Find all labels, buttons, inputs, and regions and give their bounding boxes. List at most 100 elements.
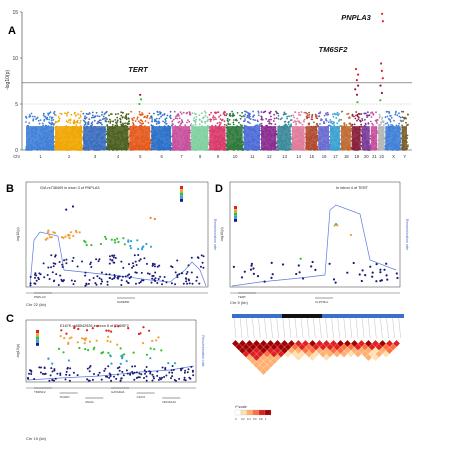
x-tick-label: 7 bbox=[180, 154, 183, 159]
snp-point bbox=[69, 122, 72, 124]
ld-point bbox=[295, 272, 298, 276]
snp-point bbox=[162, 120, 165, 123]
snp-point bbox=[296, 117, 299, 120]
ld-point bbox=[180, 369, 183, 372]
ld-point bbox=[90, 244, 93, 247]
ld-point bbox=[34, 273, 36, 276]
snp-point bbox=[36, 116, 39, 119]
snp-point bbox=[66, 114, 68, 117]
ld-point bbox=[88, 366, 91, 369]
gene-name: NDUFA13 bbox=[162, 400, 176, 404]
snp-point bbox=[346, 113, 348, 115]
chromosome-22-points bbox=[377, 113, 386, 151]
snp-point bbox=[91, 121, 94, 124]
snp-point bbox=[42, 124, 44, 127]
ld-point bbox=[270, 261, 273, 264]
snp-point bbox=[372, 124, 374, 126]
snp-point bbox=[407, 123, 409, 126]
ld-point bbox=[127, 240, 130, 243]
chromosome-16-points bbox=[317, 111, 331, 151]
ld-point bbox=[67, 341, 70, 344]
snp-point bbox=[308, 111, 310, 114]
peak-point bbox=[355, 79, 358, 82]
snp-point bbox=[70, 113, 73, 116]
snp-point bbox=[114, 124, 117, 127]
snp-point bbox=[165, 117, 168, 119]
snp-point bbox=[116, 119, 119, 122]
ld-point bbox=[170, 369, 173, 372]
snp-point bbox=[401, 116, 404, 118]
snp-point bbox=[227, 122, 230, 125]
snp-point bbox=[150, 115, 153, 117]
snp-connector bbox=[343, 317, 346, 339]
ld-point bbox=[145, 366, 148, 368]
snp-point bbox=[87, 123, 89, 126]
snp-point bbox=[236, 119, 238, 122]
ld-point bbox=[71, 260, 74, 262]
ld-point bbox=[98, 258, 101, 261]
y-axis-label: -log10(p) bbox=[16, 227, 20, 241]
x-axis-label: Chr 5 (kb) bbox=[230, 300, 248, 305]
snp-point bbox=[358, 113, 361, 115]
ld-point bbox=[118, 275, 121, 278]
ld-point bbox=[133, 371, 136, 374]
snp-point bbox=[198, 114, 201, 116]
snp-point bbox=[269, 110, 272, 113]
snp-point bbox=[265, 118, 268, 120]
snp-point bbox=[109, 118, 111, 121]
ld-point bbox=[112, 256, 115, 259]
snp-point bbox=[169, 116, 171, 118]
snp-band bbox=[83, 126, 106, 150]
snp-band bbox=[243, 126, 260, 150]
snp-point bbox=[303, 120, 305, 123]
x-tick-label: 5 bbox=[139, 154, 142, 159]
chromosome-11-points bbox=[242, 110, 262, 151]
ld-point bbox=[199, 265, 202, 268]
ld-point bbox=[87, 379, 90, 382]
ld-point bbox=[122, 374, 125, 377]
x-axis-label: Chr bbox=[13, 154, 20, 159]
snp-point bbox=[361, 119, 364, 122]
snp-point bbox=[206, 120, 209, 123]
ld-point bbox=[91, 378, 94, 381]
snp-point bbox=[314, 113, 317, 116]
ld-point bbox=[56, 372, 59, 375]
snp-point bbox=[34, 115, 36, 118]
ld-point bbox=[153, 348, 156, 351]
ld-point bbox=[125, 369, 128, 372]
ld-point bbox=[395, 272, 398, 275]
snp-point bbox=[387, 124, 390, 126]
snp-connector bbox=[246, 317, 249, 339]
snp-point bbox=[398, 112, 400, 115]
ld-point bbox=[156, 370, 159, 373]
snp-point bbox=[171, 120, 174, 123]
snp-point bbox=[180, 123, 182, 125]
ld-point bbox=[148, 273, 151, 275]
chromosome-20-points bbox=[361, 111, 372, 151]
snp-point bbox=[274, 123, 277, 126]
snp-point bbox=[136, 118, 139, 120]
ld-point bbox=[72, 371, 75, 374]
ld-point bbox=[130, 275, 132, 278]
snp-point bbox=[214, 124, 217, 127]
snp-point bbox=[283, 111, 286, 114]
ld-point bbox=[334, 223, 338, 226]
ld-point bbox=[137, 332, 141, 336]
snp-point bbox=[188, 120, 191, 123]
snp-point bbox=[119, 118, 122, 121]
snp-band bbox=[351, 126, 361, 150]
snp-point bbox=[268, 111, 271, 114]
snp-point bbox=[156, 121, 158, 123]
ld-point bbox=[176, 259, 179, 262]
snp-point bbox=[233, 119, 235, 121]
ld-point bbox=[48, 278, 51, 280]
ld-point bbox=[69, 231, 72, 234]
ld-point bbox=[43, 367, 46, 370]
ld-point bbox=[281, 263, 285, 266]
ld-point bbox=[28, 372, 30, 375]
ld-point bbox=[383, 268, 386, 271]
ld-point bbox=[131, 371, 134, 373]
snp-point bbox=[65, 113, 68, 115]
ld-point bbox=[120, 377, 123, 380]
snp-point bbox=[381, 118, 383, 120]
